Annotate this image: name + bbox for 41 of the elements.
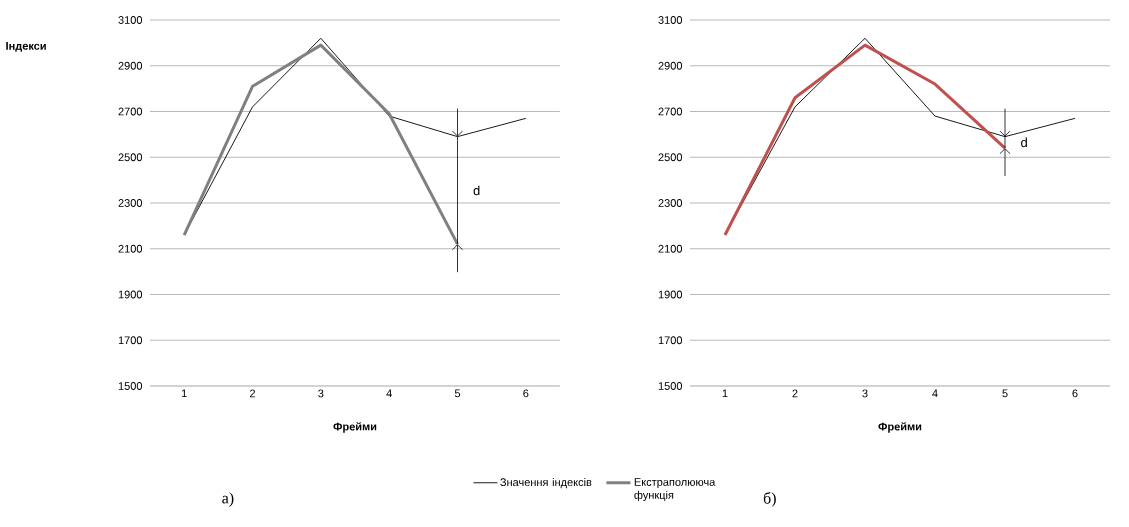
x-tick-label: 1 (722, 389, 728, 398)
y-tick-label: 1500 (658, 382, 683, 390)
text: б) (763, 492, 776, 507)
line-series (182, 43, 459, 246)
x-tick-label: 5 (1002, 389, 1008, 398)
y-tick-label: 2700 (658, 107, 683, 116)
y-tick-label: 2500 (118, 153, 143, 162)
y-tick-label: 3100 (658, 16, 683, 24)
x-axis-title: Фрейми (333, 422, 377, 433)
x-tick-label: 5 (454, 389, 461, 398)
y-tick-label: 1500 (118, 382, 143, 390)
y-tick-label: 2700 (118, 107, 143, 116)
y-tick-label: 2300 (658, 199, 683, 207)
y-tick-label: 1900 (658, 290, 683, 299)
y-tick-label: 3100 (118, 16, 143, 24)
x-tick-label: 1 (181, 389, 187, 398)
line-series (723, 43, 1007, 237)
annotation: d (473, 185, 480, 196)
x-tick-label: 6 (1072, 389, 1078, 398)
x-tick-label: 3 (318, 389, 324, 398)
y-tick-label: 2500 (658, 153, 683, 162)
y-tick-label: 2900 (118, 61, 143, 70)
annotation: d (1021, 137, 1027, 148)
text: а) (222, 492, 234, 507)
y-tick-label: 2300 (118, 199, 143, 207)
legend-label: Значення індексів (500, 478, 592, 489)
y-tick-label: 1700 (658, 336, 683, 345)
y-tick-label: 2900 (658, 61, 683, 70)
x-tick-label: 4 (932, 389, 938, 398)
legend-label: Екстраполююча функція (634, 478, 716, 502)
y-axis-title: Індекси (6, 42, 46, 52)
x-tick-label: 2 (250, 389, 256, 398)
x-tick-label: 6 (523, 389, 529, 398)
y-tick-label: 1900 (118, 290, 143, 299)
y-tick-label: 1700 (118, 336, 143, 345)
y-tick-label: 2100 (658, 244, 683, 253)
x-tick-label: 3 (862, 389, 868, 398)
x-axis-title: Фрейми (878, 422, 922, 433)
x-tick-label: 2 (792, 389, 798, 398)
x-tick-label: 4 (386, 389, 392, 398)
y-tick-label: 2100 (118, 244, 143, 253)
